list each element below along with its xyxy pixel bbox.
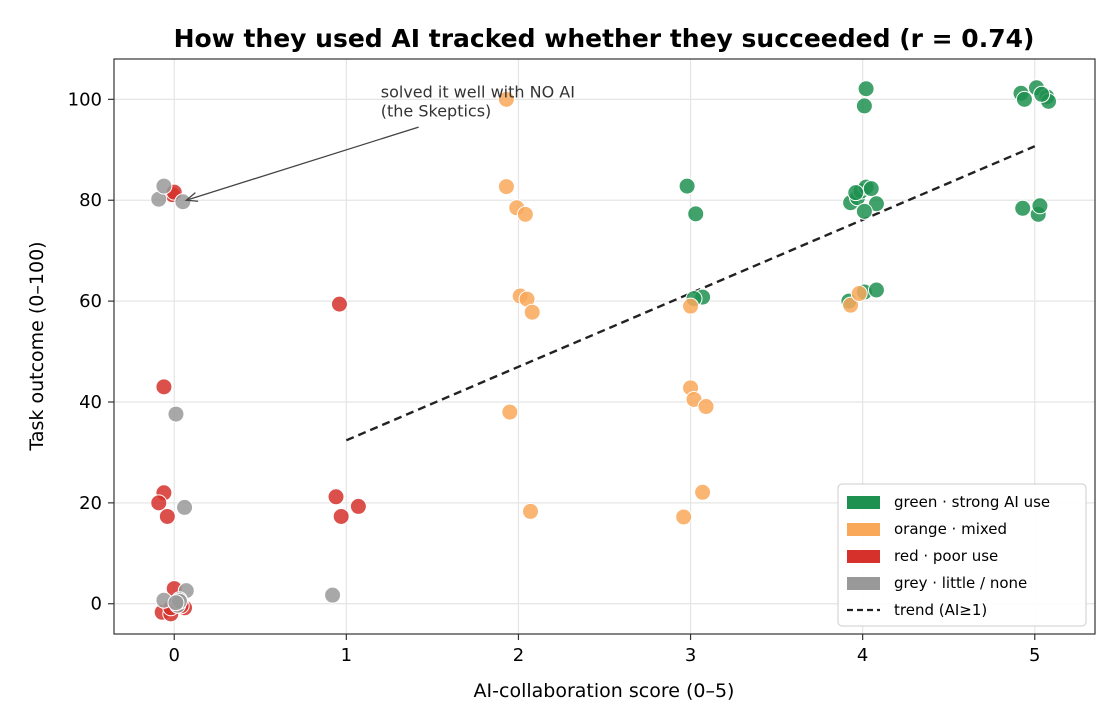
x-tick-label: 0: [169, 645, 180, 666]
data-point-grey: [176, 498, 194, 516]
data-point-grey: [167, 405, 185, 423]
data-point-orange: [675, 508, 693, 526]
data-point-red: [332, 507, 350, 525]
annotation-text: solved it well with NO AI: [381, 82, 575, 101]
data-point-red: [150, 494, 168, 512]
x-tick-label: 4: [857, 645, 868, 666]
data-point-orange: [497, 90, 515, 108]
data-point-orange: [682, 297, 700, 315]
data-point-green: [1014, 199, 1032, 217]
data-point-green: [687, 205, 705, 223]
legend-label: orange · mixed: [894, 520, 1007, 538]
y-tick-label: 80: [79, 190, 102, 211]
data-point-green: [867, 195, 885, 213]
x-tick-label: 2: [513, 645, 524, 666]
data-point-red: [349, 497, 367, 515]
annotation-layer: solved it well with NO AI(the Skeptics): [184, 82, 575, 202]
data-point-red: [158, 507, 176, 525]
annotation-text: (the Skeptics): [381, 101, 492, 120]
data-point-red: [155, 378, 173, 396]
legend-swatch: [847, 496, 880, 509]
legend-label: grey · little / none: [894, 574, 1027, 592]
data-point-orange: [497, 178, 515, 196]
legend-swatch: [847, 577, 880, 590]
y-tick-label: 40: [79, 392, 102, 413]
data-point-orange: [850, 285, 868, 303]
data-point-orange: [523, 303, 541, 321]
x-tick-label: 5: [1029, 645, 1040, 666]
data-point-green: [855, 202, 873, 220]
data-point-orange: [501, 403, 519, 421]
legend-swatch: [847, 550, 880, 563]
legend-label: green · strong AI use: [894, 493, 1050, 511]
gridlines: [114, 59, 1095, 634]
data-point-green: [1033, 85, 1051, 103]
data-point-green: [1031, 197, 1049, 215]
x-axis-title: AI-collaboration score (0–5): [474, 680, 735, 702]
data-point-green: [847, 184, 865, 202]
annotation-arrow-line: [186, 126, 419, 201]
y-axis-title: Task outcome (0–100): [26, 241, 48, 451]
plot-frame: [113, 58, 1096, 635]
legend-box: [837, 483, 1087, 627]
ticks: 0 1 2 3 4 5 0 20 40 60 80 100: [68, 89, 1041, 666]
annotation-arrow-head: [184, 192, 199, 202]
legend-label: trend (AI≥1): [894, 601, 987, 619]
data-point-grey: [167, 594, 185, 612]
data-point-orange: [842, 296, 860, 314]
chart-title: How they used AI tracked whether they su…: [174, 24, 1035, 53]
data-point-red: [330, 295, 348, 313]
legend-swatch: [847, 523, 880, 536]
trend-line: [345, 145, 1036, 442]
trend-layer: [345, 145, 1036, 442]
y-tick-label: 0: [91, 594, 102, 615]
y-tick-label: 100: [68, 89, 102, 110]
legend-label: red · poor use: [894, 547, 998, 565]
data-point-grey: [324, 586, 342, 604]
data-point-green: [678, 177, 696, 195]
data-point-green: [855, 97, 873, 115]
x-tick-label: 1: [341, 645, 352, 666]
data-point-orange: [516, 205, 534, 223]
data-point-green: [862, 180, 880, 198]
data-point-orange: [694, 483, 712, 501]
data-point-orange: [697, 398, 715, 416]
x-tick-label: 3: [685, 645, 696, 666]
y-tick-label: 60: [79, 291, 102, 312]
data-point-grey: [155, 177, 173, 195]
data-point-red: [327, 488, 345, 506]
data-point-green: [1015, 90, 1033, 108]
y-tick-label: 20: [79, 493, 102, 514]
points-layer: [150, 79, 1058, 623]
legend: green · strong AI use orange · mixed red ·…: [837, 483, 1087, 627]
data-point-green: [867, 281, 885, 299]
data-point-green: [857, 80, 875, 98]
data-point-grey: [174, 193, 192, 211]
data-point-orange: [521, 502, 539, 520]
